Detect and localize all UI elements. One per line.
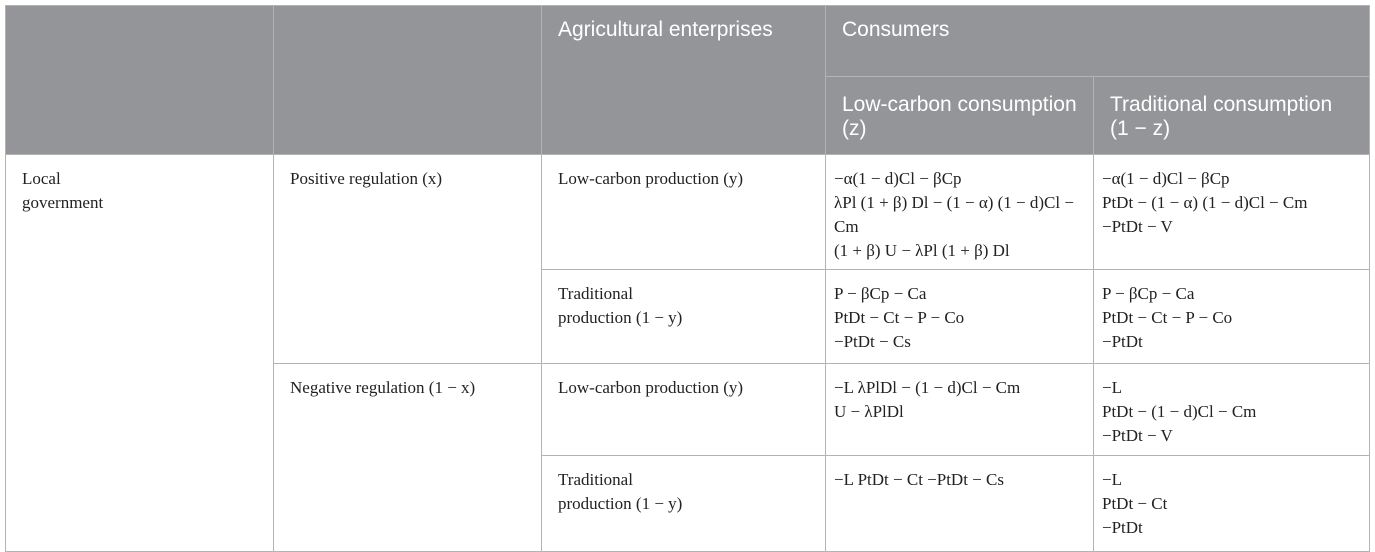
header-empty-2 [273,5,542,155]
header-agricultural-enterprises: Agricultural enterprises [541,5,826,155]
payoff-matrix-table: Agricultural enterprises Consumers Low-c… [5,5,1370,552]
payoff-cell-neg-low-z: −L λPlDl − (1 − d)Cl − Cm U − λPlDl [825,363,1094,456]
payoff-cell-pos-trad-z: P − βCp − Ca PtDt − Ct − P − Co −PtDt − … [825,269,1094,364]
header-empty-1 [5,5,274,155]
row-label-low-carbon-production: Low-carbon production (y) [541,154,826,270]
payoff-cell-neg-trad-notz: −L PtDt − Ct −PtDt [1093,455,1370,552]
payoff-cell-pos-low-notz: −α(1 − d)Cl − βCp PtDt − (1 − α) (1 − d)… [1093,154,1370,270]
header-traditional-consumption: Traditional consumption (1 − z) [1093,76,1370,155]
row-label-traditional-production: Traditional production (1 − y) [541,269,826,364]
row-label-positive-regulation: Positive regulation (x) [273,154,542,364]
payoff-cell-neg-low-notz: −L PtDt − (1 − d)Cl − Cm −PtDt − V [1093,363,1370,456]
header-consumers: Consumers [825,5,1370,77]
payoff-cell-neg-trad-z: −L PtDt − Ct −PtDt − Cs [825,455,1094,552]
row-label-traditional-production: Traditional production (1 − y) [541,455,826,552]
payoff-cell-pos-trad-notz: P − βCp − Ca PtDt − Ct − P − Co −PtDt [1093,269,1370,364]
row-label-local-government: Local government [5,154,274,552]
row-label-negative-regulation: Negative regulation (1 − x) [273,363,542,552]
header-low-carbon-consumption: Low-carbon consumption (z) [825,76,1094,155]
row-label-low-carbon-production: Low-carbon production (y) [541,363,826,456]
payoff-cell-pos-low-z: −α(1 − d)Cl − βCp λPl (1 + β) Dl − (1 − … [825,154,1094,270]
